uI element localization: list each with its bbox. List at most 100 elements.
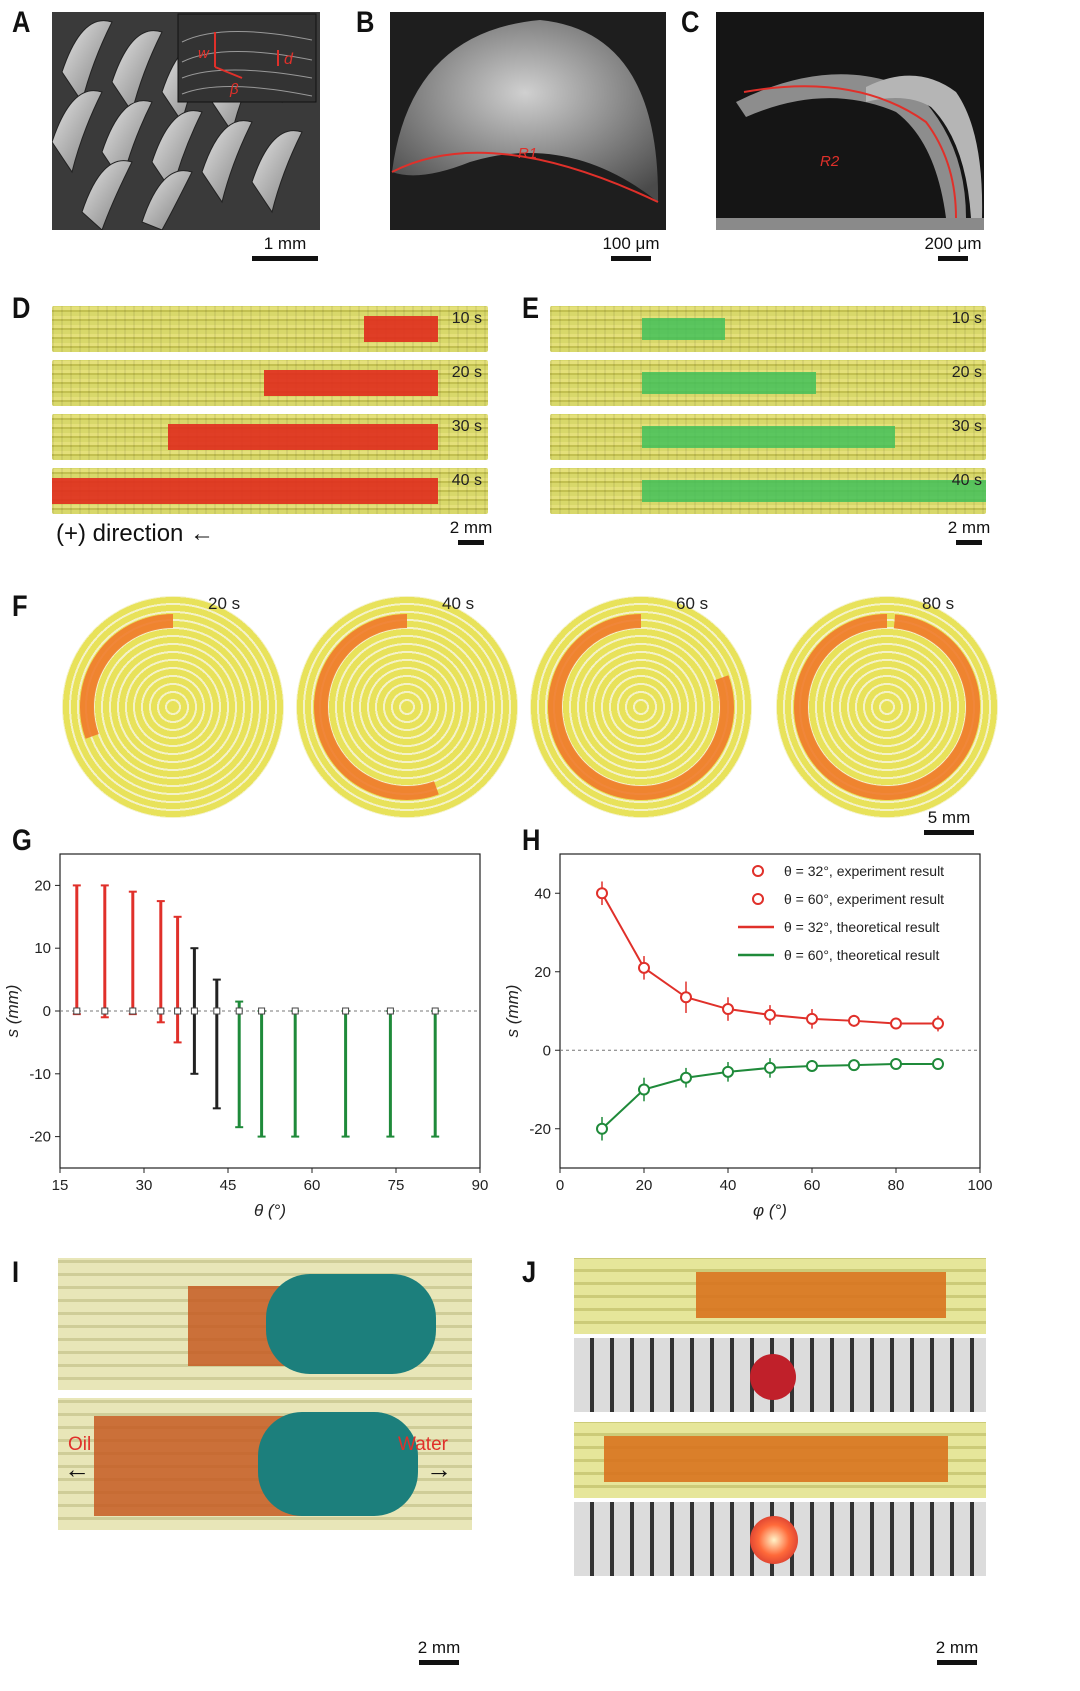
h-legend-label-3: θ = 60°, theoretical result [784, 947, 940, 963]
g-xtick-label-2: 45 [220, 1177, 237, 1194]
panel-label-a: A [12, 6, 31, 39]
disk-arc-3 [548, 614, 734, 800]
oil-label: Oil [68, 1434, 92, 1455]
scale-text-e: 2 mm [947, 518, 991, 537]
g-point-black-1 [213, 1007, 221, 1015]
h-point-1-1 [638, 1083, 650, 1096]
h-xtick-label-5: 100 [967, 1177, 992, 1194]
disk-f-1 [62, 596, 284, 818]
g-point-green-2 [291, 1007, 299, 1015]
scale-line-i [419, 1660, 459, 1665]
water-drop-top [266, 1274, 436, 1374]
h-legend-marker-0 [752, 865, 764, 877]
h-point-1-0 [596, 1122, 608, 1135]
disk-f-4 [776, 596, 998, 818]
panel-label-c: C [681, 6, 700, 39]
time-label-e-3: 30 s [951, 418, 982, 435]
time-label-f-4: 80 s [922, 594, 955, 613]
chart-h-plot: 0 20 40 60 80 100 40 20 0 -20 φ (°) s (mm) θ = 32°, … [503, 853, 993, 1220]
sem-scales-graphic: w d β [52, 13, 317, 230]
h-point-1-2 [680, 1071, 692, 1084]
scale-line-f [924, 830, 974, 835]
h-point-0-1 [638, 961, 650, 974]
time-label-d-4: 40 s [451, 472, 482, 489]
h-point-1-8 [932, 1057, 944, 1070]
scale-bar-j: 2 mm [926, 1638, 988, 1665]
scale-text-a: 1 mm [263, 234, 307, 253]
scale-line-e [956, 540, 982, 545]
h-xtick-label-3: 60 [804, 1177, 821, 1194]
panel-label-b: B [356, 6, 375, 39]
curve-label-r2: R2 [820, 153, 840, 170]
h-point-0-6 [848, 1014, 860, 1027]
time-label-f-1: 20 s [208, 594, 241, 613]
chart-g-plot: 15 30 45 60 75 90 20 10 0 -10 -20 θ (°) s (mm) [3, 853, 489, 1220]
inset-label-beta: β [229, 81, 239, 98]
sem-side-view-graphic: R2 [716, 74, 984, 230]
disk-arc-4 [794, 614, 980, 800]
h-legend-label-2: θ = 32°, theoretical result [784, 919, 940, 935]
scale-bar-d: 2 mm [440, 518, 502, 545]
water-drop-bottom [258, 1412, 418, 1516]
h-point-1-4 [764, 1061, 776, 1074]
h-point-0-3 [722, 1003, 734, 1016]
sem-curved-scale-graphic: R1 [391, 20, 659, 203]
scale-line-j [937, 1660, 977, 1665]
chart-g: 15 30 45 60 75 90 20 10 0 -10 -20 θ (°) s (mm) [3, 853, 489, 1220]
h-ytick-label-0: 40 [534, 885, 551, 902]
h-ytick-label-3: -20 [529, 1121, 551, 1138]
fill-e-3 [642, 426, 895, 448]
g-xtick-label-5: 90 [472, 1177, 489, 1194]
h-legend-label-1: θ = 60°, experiment result [784, 891, 944, 907]
time-label-d-2: 20 s [451, 364, 482, 381]
disk-f-3 [530, 596, 752, 818]
led-off-icon [750, 1354, 796, 1400]
scale-bar-e: 2 mm [938, 518, 1000, 545]
time-label-d-1: 10 s [451, 310, 482, 327]
strip-d-1: 10 s [52, 306, 488, 352]
h-legend-marker-1 [752, 893, 764, 905]
g-xtick-label-0: 15 [52, 1177, 69, 1194]
scale-bar-b: 100 μm [598, 234, 664, 261]
photo-j-top [574, 1258, 986, 1412]
h-point-0-7 [890, 1017, 902, 1030]
sem-image-c: R2 [716, 12, 984, 230]
h-point-0-8 [932, 1017, 944, 1030]
h-xtick-label-1: 20 [636, 1177, 653, 1194]
g-xtick-label-4: 75 [388, 1177, 405, 1194]
scale-line-c [938, 256, 968, 261]
direction-label: (+) direction ← [56, 520, 215, 547]
scale-bar-a: 1 mm [250, 234, 320, 261]
inset-label-d: d [284, 51, 294, 68]
strip-d-4: 40 s [52, 468, 488, 514]
inset-label-w: w [198, 45, 210, 62]
strip-e-4: 40 s [550, 468, 986, 514]
g-ytick-label-4: -20 [29, 1129, 51, 1146]
scale-text-d: 2 mm [449, 518, 493, 537]
g-point-red-0 [73, 1007, 81, 1015]
scale-bar-i: 2 mm [408, 1638, 470, 1665]
g-point-green-4 [386, 1007, 394, 1015]
disk-arc-1 [80, 614, 174, 739]
h-ytick-label-1: 20 [534, 964, 551, 981]
h-xtick-label-2: 40 [720, 1177, 737, 1194]
h-point-0-5 [806, 1012, 818, 1025]
scale-text-f: 5 mm [927, 808, 971, 827]
g-ytick-label-0: 20 [34, 877, 51, 894]
h-axes-frame [559, 853, 981, 1169]
g-ytick-label-1: 10 [34, 940, 51, 957]
fill-d-2 [263, 370, 438, 396]
h-point-1-7 [890, 1057, 902, 1070]
g-ytick-label-3: -10 [29, 1066, 51, 1083]
g-point-red-3 [157, 1007, 165, 1015]
time-label-e-4: 40 s [951, 472, 982, 489]
h-ylabel: s (mm) [503, 985, 522, 1038]
time-label-f-2: 40 s [442, 594, 475, 613]
disk-arc-2 [314, 614, 439, 800]
g-xlabel: θ (°) [254, 1201, 286, 1220]
curve-label-r1: R1 [518, 145, 537, 162]
g-point-red-1 [101, 1007, 109, 1015]
fill-e-1 [642, 318, 725, 340]
strip-e-2: 20 s [550, 360, 986, 406]
h-ytick-label-2: 0 [543, 1042, 551, 1059]
